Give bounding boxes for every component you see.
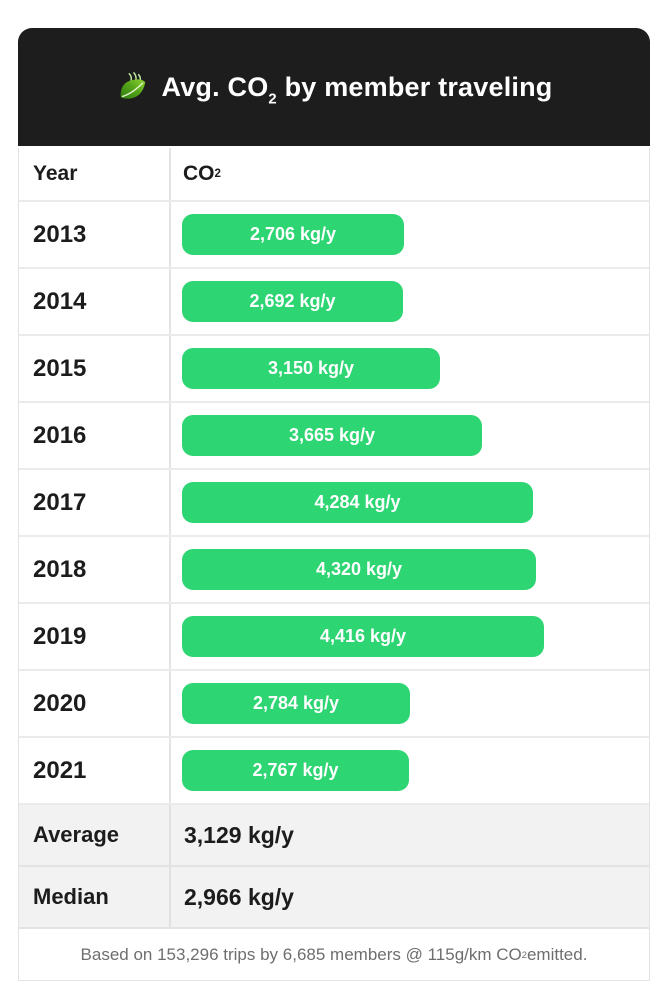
- summary-value: 2,966 kg/y: [184, 883, 294, 910]
- bar-value-label: 2,692 kg/y: [249, 291, 336, 311]
- summary-row-average: Average 3,129 kg/y: [19, 805, 649, 867]
- co2-header-text: CO: [183, 162, 215, 185]
- summary-label: Median: [19, 867, 171, 927]
- footnote: Based on 153,296 trips by 6,685 members …: [18, 929, 650, 981]
- table-row: 2016 3,665 kg/y: [19, 403, 649, 470]
- year-cell: 2015: [19, 336, 171, 401]
- co2-bar: 2,706 kg/y: [182, 214, 404, 255]
- card-header: Avg. CO2 by member traveling: [18, 28, 650, 146]
- year-column-header: Year: [19, 148, 171, 200]
- title-suffix: by member traveling: [276, 71, 553, 102]
- bar-cell: 2,784 kg/y: [171, 671, 649, 736]
- year-cell: 2016: [19, 403, 171, 468]
- year-cell: 2020: [19, 671, 171, 736]
- bar-value-label: 2,767 kg/y: [252, 760, 339, 780]
- summary-value: 3,129 kg/y: [184, 821, 294, 848]
- bar-value-label: 3,665 kg/y: [288, 425, 376, 445]
- co2-bar: 4,416 kg/y: [182, 616, 544, 657]
- co2-bar: 4,284 kg/y: [182, 482, 533, 523]
- bar-cell: 3,665 kg/y: [171, 403, 649, 468]
- table-body: 2013 2,706 kg/y 2014 2,692 kg/y 2015 3,150 kg…: [19, 202, 649, 805]
- bar-cell: 4,416 kg/y: [171, 604, 649, 669]
- co2-bar: 4,320 kg/y: [182, 549, 536, 590]
- co2-bar: 3,150 kg/y: [182, 348, 440, 389]
- co2-bar: 2,767 kg/y: [182, 750, 409, 791]
- table-row: 2019 4,416 kg/y: [19, 604, 649, 671]
- bar-cell: 2,767 kg/y: [171, 738, 649, 803]
- bar-value-label: 4,416 kg/y: [319, 626, 407, 646]
- footnote-suffix: emitted.: [526, 944, 588, 964]
- bar-value-label: 4,284 kg/y: [314, 492, 401, 512]
- year-cell: 2021: [19, 738, 171, 803]
- table-row: 2013 2,706 kg/y: [19, 202, 649, 269]
- summary-label: Average: [19, 805, 171, 865]
- year-cell: 2019: [19, 604, 171, 669]
- summary-row-median: Median 2,966 kg/y: [19, 867, 649, 929]
- bar-cell: 2,692 kg/y: [171, 269, 649, 334]
- title-subscript: 2: [268, 90, 277, 107]
- table-row: 2014 2,692 kg/y: [19, 269, 649, 336]
- table-row: 2021 2,767 kg/y: [19, 738, 649, 805]
- co2-bar: 2,784 kg/y: [182, 683, 410, 724]
- title-prefix: Avg. CO: [161, 71, 269, 102]
- bar-value-label: 4,320 kg/y: [315, 559, 403, 579]
- year-cell: 2013: [19, 202, 171, 267]
- table-row: 2020 2,784 kg/y: [19, 671, 649, 738]
- bar-cell: 4,320 kg/y: [171, 537, 649, 602]
- page-title: Avg. CO2 by member traveling: [161, 71, 553, 107]
- table-row: 2018 4,320 kg/y: [19, 537, 649, 604]
- bar-value-label: 2,784 kg/y: [252, 693, 340, 713]
- footnote-text: Based on 153,296 trips by 6,685 members …: [80, 944, 522, 964]
- bar-cell: 3,150 kg/y: [171, 336, 649, 401]
- co2-column-header: CO 2: [183, 162, 221, 185]
- bar-cell: 4,284 kg/y: [171, 470, 649, 535]
- bar-cell: 2,706 kg/y: [171, 202, 649, 267]
- bar-value-label: 3,150 kg/y: [267, 358, 355, 378]
- bar-value-label: 2,706 kg/y: [249, 224, 337, 244]
- table-header-row: Year CO 2: [19, 148, 649, 202]
- co2-report-card: Avg. CO2 by member traveling Year CO 2 20…: [18, 28, 650, 981]
- co2-bar: 2,692 kg/y: [182, 281, 403, 322]
- data-table: Year CO 2 2013 2,706 kg/y 2014 2,692 kg/y 201…: [18, 148, 650, 929]
- table-row: 2015 3,150 kg/y: [19, 336, 649, 403]
- leaf-icon: [116, 70, 150, 104]
- year-cell: 2014: [19, 269, 171, 334]
- year-cell: 2017: [19, 470, 171, 535]
- table-row: 2017 4,284 kg/y: [19, 470, 649, 537]
- year-cell: 2018: [19, 537, 171, 602]
- co2-bar: 3,665 kg/y: [182, 415, 482, 456]
